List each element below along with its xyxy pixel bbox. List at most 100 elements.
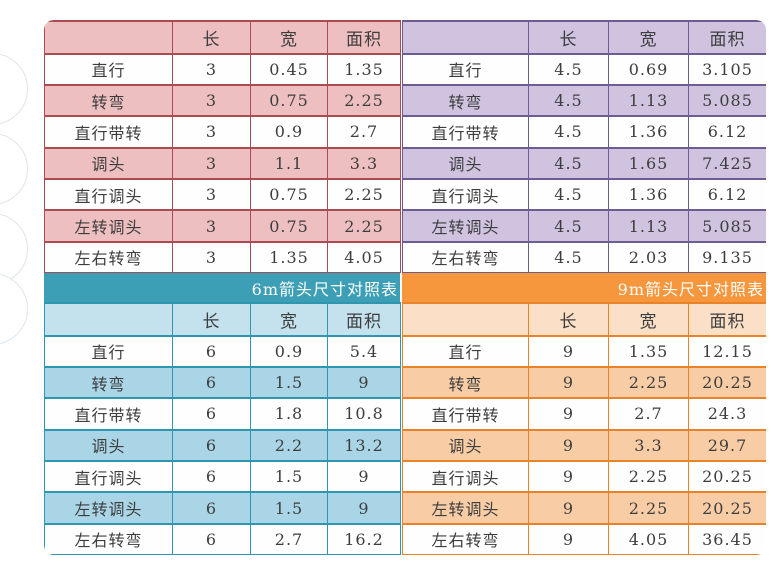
row-label-cell: 调头 xyxy=(44,428,173,462)
value-cell: 2.7 xyxy=(327,115,401,149)
value-cell: 2.25 xyxy=(327,209,401,243)
table-row: 左右转弯 3 1.35 4.05 xyxy=(44,240,401,273)
row-label-cell: 直行调头 xyxy=(44,177,173,211)
value-cell: 3.3 xyxy=(327,146,401,180)
value-cell: 1.5 xyxy=(250,365,328,399)
table-3m-section: 长宽面积 直行 3 0.45 1.35 转弯 3 0.75 2.25 直行带转 3 0.9 2.7 调头 3… xyxy=(44,20,401,273)
value-cell: 4.05 xyxy=(327,240,401,273)
row-label-cell: 直行调头 xyxy=(402,459,529,493)
value-cell: 1.5 xyxy=(250,491,328,525)
row-label-cell: 左转调头 xyxy=(402,209,529,243)
table-row: 左右转弯 9 4.05 36.45 xyxy=(402,522,766,555)
table-row: 转弯 9 2.25 20.25 xyxy=(402,365,766,399)
row-label-cell: 直行带转 xyxy=(44,397,173,431)
value-cell: 4.5 xyxy=(528,240,609,273)
table-row: 左转调头 4.5 1.13 5.085 xyxy=(402,209,766,243)
value-cell: 1.65 xyxy=(608,146,689,180)
value-cell: 6 xyxy=(172,428,251,462)
row-label-cell: 直行 xyxy=(44,52,173,86)
table-9m-banner: 9m箭头尺寸对照表 xyxy=(402,273,766,302)
row-label-cell: 直行调头 xyxy=(402,177,529,211)
header-row: 长宽面积 xyxy=(402,20,766,55)
row-label-cell: 直行带转 xyxy=(402,397,529,431)
column-header: 长 xyxy=(528,20,609,55)
table-row: 直行 6 0.9 5.4 xyxy=(44,334,401,368)
value-cell: 9 xyxy=(528,491,609,525)
column-header: 面积 xyxy=(688,20,766,55)
row-label-cell: 左转调头 xyxy=(44,209,173,243)
value-cell: 1.36 xyxy=(608,177,689,211)
table-9m: 长宽面积 直行 9 1.35 12.15 转弯 9 2.25 20.25 直行带转 9 2.7 24.3… xyxy=(402,302,766,555)
value-cell: 2.25 xyxy=(327,83,401,117)
value-cell: 20.25 xyxy=(688,365,766,399)
value-cell: 2.2 xyxy=(250,428,328,462)
value-cell: 36.45 xyxy=(688,522,766,555)
value-cell: 1.36 xyxy=(608,115,689,149)
row-label-cell: 调头 xyxy=(402,428,529,462)
value-cell: 3.105 xyxy=(688,52,766,86)
table-row: 直行调头 3 0.75 2.25 xyxy=(44,177,401,211)
table-3m: 长宽面积 直行 3 0.45 1.35 转弯 3 0.75 2.25 直行带转 3 0.9 2.7 调头 3… xyxy=(44,20,401,273)
value-cell: 3.3 xyxy=(608,428,689,462)
value-cell: 2.25 xyxy=(608,365,689,399)
value-cell: 1.13 xyxy=(608,83,689,117)
value-cell: 12.15 xyxy=(688,334,766,368)
value-cell: 3 xyxy=(172,209,251,243)
value-cell: 2.25 xyxy=(327,177,401,211)
table-row: 直行带转 4.5 1.36 6.12 xyxy=(402,115,766,149)
table-4-5m-section: 长宽面积 直行 4.5 0.69 3.105 转弯 4.5 1.13 5.085 直行带转 4.5 1… xyxy=(402,20,766,273)
value-cell: 29.7 xyxy=(688,428,766,462)
value-cell: 9 xyxy=(327,365,401,399)
table-row: 调头 6 2.2 13.2 xyxy=(44,428,401,462)
value-cell: 20.25 xyxy=(688,491,766,525)
table-row: 直行调头 6 1.5 9 xyxy=(44,459,401,493)
row-label-cell: 左转调头 xyxy=(44,491,173,525)
value-cell: 0.75 xyxy=(250,83,328,117)
value-cell: 2.7 xyxy=(608,397,689,431)
value-cell: 3 xyxy=(172,146,251,180)
value-cell: 4.5 xyxy=(528,209,609,243)
value-cell: 3 xyxy=(172,177,251,211)
row-label-cell: 转弯 xyxy=(402,83,529,117)
value-cell: 0.9 xyxy=(250,115,328,149)
row-label-cell: 转弯 xyxy=(44,83,173,117)
value-cell: 1.5 xyxy=(250,459,328,493)
value-cell: 1.13 xyxy=(608,209,689,243)
value-cell: 16.2 xyxy=(327,522,401,555)
value-cell: 2.03 xyxy=(608,240,689,273)
value-cell: 20.25 xyxy=(688,459,766,493)
row-label-cell: 转弯 xyxy=(402,365,529,399)
table-row: 左右转弯 4.5 2.03 9.135 xyxy=(402,240,766,273)
table-4-5m: 长宽面积 直行 4.5 0.69 3.105 转弯 4.5 1.13 5.085 直行带转 4.5 1… xyxy=(402,20,766,273)
table-row: 左转调头 3 0.75 2.25 xyxy=(44,209,401,243)
table-row: 左转调头 9 2.25 20.25 xyxy=(402,491,766,525)
value-cell: 9 xyxy=(528,365,609,399)
table-row: 转弯 4.5 1.13 5.085 xyxy=(402,83,766,117)
row-label-cell: 直行调头 xyxy=(44,459,173,493)
table-row: 直行 3 0.45 1.35 xyxy=(44,52,401,86)
value-cell: 1.8 xyxy=(250,397,328,431)
column-header: 面积 xyxy=(327,302,401,337)
value-cell: 6 xyxy=(172,491,251,525)
value-cell: 0.9 xyxy=(250,334,328,368)
value-cell: 5.085 xyxy=(688,83,766,117)
row-label-cell: 左右转弯 xyxy=(44,240,173,273)
value-cell: 2.25 xyxy=(608,459,689,493)
value-cell: 4.5 xyxy=(528,52,609,86)
table-row: 调头 9 3.3 29.7 xyxy=(402,428,766,462)
table-row: 直行带转 3 0.9 2.7 xyxy=(44,115,401,149)
value-cell: 0.75 xyxy=(250,177,328,211)
header-row: 长宽面积 xyxy=(402,302,766,337)
table-row: 左右转弯 6 2.7 16.2 xyxy=(44,522,401,555)
table-row: 直行 4.5 0.69 3.105 xyxy=(402,52,766,86)
table-row: 直行调头 9 2.25 20.25 xyxy=(402,459,766,493)
value-cell: 1.35 xyxy=(327,52,401,86)
column-header: 长 xyxy=(172,302,251,337)
value-cell: 13.2 xyxy=(327,428,401,462)
arrow-size-comparison-card: 长宽面积 直行 3 0.45 1.35 转弯 3 0.75 2.25 直行带转 3 0.9 2.7 调头 3… xyxy=(44,20,766,555)
value-cell: 6 xyxy=(172,397,251,431)
header-row: 长宽面积 xyxy=(44,302,401,337)
table-6m: 长宽面积 直行 6 0.9 5.4 转弯 6 1.5 9 直行带转 6 1.8 10.8 调头 6 2.2 13… xyxy=(44,302,401,555)
value-cell: 5.085 xyxy=(688,209,766,243)
row-label-cell: 直行 xyxy=(44,334,173,368)
